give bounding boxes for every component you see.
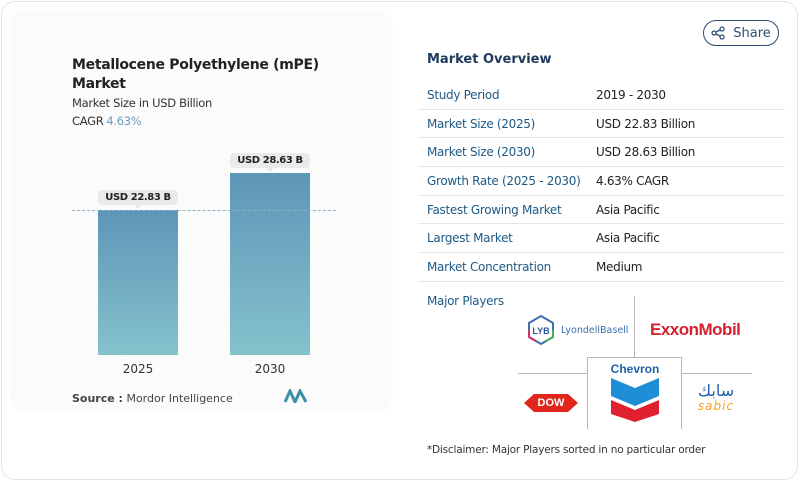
major-players-label: Major Players: [427, 294, 504, 308]
table-row: Largest Market Asia Pacific: [418, 224, 785, 254]
row-key: Market Size (2030): [427, 145, 536, 160]
table-row: Study Period 2019 - 2030: [418, 81, 785, 110]
svg-text:LYB: LYB: [532, 326, 550, 336]
overview-title: Market Overview: [427, 52, 552, 67]
reference-line: [72, 210, 336, 211]
cagr-label: CAGR: [72, 114, 104, 128]
data-label: USD 22.83 B: [98, 189, 178, 209]
logo-exxonmobil: ExxonMobil: [650, 320, 741, 339]
share-label: Share: [733, 25, 771, 41]
divider: [634, 296, 635, 357]
x-tick-label: 2030: [254, 362, 286, 376]
table-row: Market Size (2030) USD 28.63 Billion: [418, 138, 785, 168]
mordor-logo-icon: [284, 389, 308, 403]
bar-2025: [98, 209, 178, 355]
cagr-value: 4.63%: [106, 114, 142, 128]
player-name: LyondellBasell: [561, 324, 629, 336]
x-tick-label: 2025: [122, 362, 154, 376]
row-value: 2019 - 2030: [596, 87, 666, 102]
logo-dow: Dow: [524, 393, 578, 413]
source-label: Source :: [72, 392, 123, 405]
row-value: USD 22.83 Billion: [596, 116, 696, 131]
share-icon: [711, 26, 725, 40]
table-row: Growth Rate (2025 - 2030) 4.63% CAGR: [418, 167, 785, 196]
chart-subtitle: Market Size in USD Billion: [72, 96, 213, 110]
divider: [682, 373, 752, 374]
divider: [518, 373, 588, 374]
data-label: USD 28.63 B: [230, 153, 310, 172]
row-value: 4.63% CAGR: [596, 173, 669, 188]
row-key: Largest Market: [427, 231, 513, 246]
chevron-emblem-icon: [611, 378, 659, 422]
row-key: Market Size (2025): [427, 116, 536, 131]
logo-chevron: Chevron: [596, 362, 674, 426]
source: Source : Mordor Intelligence: [72, 392, 233, 405]
logo-lyondellbasell: LYB LyondellBasell: [527, 314, 628, 346]
row-value: Asia Pacific: [596, 231, 660, 246]
row-value: Asia Pacific: [596, 202, 660, 217]
table-row: Market Concentration Medium: [418, 253, 785, 282]
row-key: Fastest Growing Market: [427, 202, 562, 217]
table-row: Market Size (2025) USD 22.83 Billion: [418, 110, 785, 139]
chart-title: Metallocene Polyethylene (mPE) Market: [72, 57, 319, 92]
cagr: CAGR 4.63%: [72, 114, 142, 128]
sabic-arabic-icon: سابك: [697, 381, 735, 400]
share-button[interactable]: Share: [703, 20, 779, 46]
logo-sabic: سابك SABIC: [686, 381, 746, 414]
chart-panel: [12, 12, 390, 410]
overview-table: Study Period 2019 - 2030 Market Size (202…: [418, 81, 785, 282]
dow-diamond-icon: [524, 394, 578, 412]
table-row: Fastest Growing Market Asia Pacific: [418, 196, 785, 225]
row-value: Medium: [596, 259, 643, 274]
row-key: Growth Rate (2025 - 2030): [427, 173, 581, 188]
player-name: Chevron: [610, 362, 660, 376]
lyb-hexagon-icon: LYB: [528, 314, 554, 346]
row-key: Study Period: [427, 87, 500, 102]
player-name: SABIC: [697, 399, 735, 413]
bar-2030: [230, 173, 310, 355]
disclaimer: *Disclaimer: Major Players sorted in no …: [427, 444, 706, 456]
player-name: Dow: [537, 397, 565, 409]
source-value: Mordor Intelligence: [126, 392, 233, 405]
row-key: Market Concentration: [427, 259, 551, 274]
row-value: USD 28.63 Billion: [596, 145, 696, 160]
